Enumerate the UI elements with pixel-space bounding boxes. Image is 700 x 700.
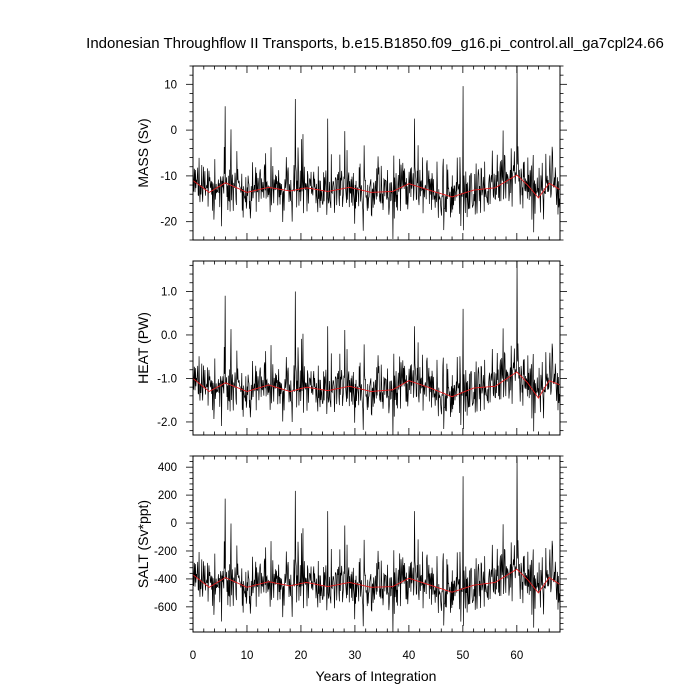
heat-y-tick-label: 0.0 <box>161 330 177 342</box>
salt-monthly-series-line <box>193 457 560 632</box>
mass-tick-layer: -20 -10 0 10 <box>160 65 567 241</box>
mass-monthly-series-line <box>193 66 560 239</box>
salt-x-tick-label: 30 <box>349 650 362 662</box>
heat-y-tick-label: -1.0 <box>157 373 177 385</box>
mass-y-tick-label: -10 <box>160 171 177 183</box>
salt-y-tick-label: -400 <box>154 574 177 586</box>
mass-y-tick-label: -20 <box>160 217 177 229</box>
salt-y-axis-label: SALT (Sv*ppt) <box>135 500 151 588</box>
salt-x-tick-label: 20 <box>295 650 308 662</box>
mass-series-layer <box>193 66 560 239</box>
heat-monthly-series-line <box>193 261 560 435</box>
salt-y-tick-label: 400 <box>158 462 177 474</box>
heat-y-axis-label: HEAT (PW) <box>135 312 151 384</box>
mass-y-tick-label: 10 <box>164 79 177 91</box>
heat-smoothed-series-line <box>193 371 560 399</box>
salt-series-layer <box>193 457 560 632</box>
salt-y-tick-label: 0 <box>171 518 177 530</box>
salt-x-tick-label: 40 <box>402 650 415 662</box>
heat-y-tick-label: 1.0 <box>161 286 177 298</box>
salt-x-tick-label: 50 <box>456 650 469 662</box>
mass-smoothed-series-line <box>193 174 560 199</box>
heat-series-layer <box>193 261 560 435</box>
salt-panel: 0 10 20 30 40 50 60 -600 -400 -200 0 200 400 SALT (S… <box>135 455 567 662</box>
salt-x-tick-label: 10 <box>241 650 254 662</box>
x-axis-label: Years of Integration <box>316 668 437 684</box>
salt-plot-frame <box>192 455 561 633</box>
mass-y-tick-label: 0 <box>171 125 177 137</box>
salt-smoothed-series-line <box>193 568 560 594</box>
salt-y-tick-label: -200 <box>154 546 177 558</box>
salt-y-tick-label: -600 <box>154 602 177 614</box>
salt-x-tick-label: 0 <box>190 650 196 662</box>
figure-title: Indonesian Throughflow II Transports, b.… <box>86 35 664 52</box>
mass-panel: -20 -10 0 10 MASS (Sv) <box>135 65 567 241</box>
salt-y-tick-label: 200 <box>158 490 177 502</box>
heat-plot-frame <box>192 260 561 436</box>
heat-y-tick-label: -2.0 <box>157 417 177 429</box>
heat-panel: -2.0 -1.0 0.0 1.0 HEAT (PW) <box>135 260 567 436</box>
mass-y-axis-label: MASS (Sv) <box>135 118 151 187</box>
salt-x-tick-label: 60 <box>510 650 523 662</box>
mass-plot-frame <box>192 65 561 241</box>
salt-tick-layer: 0 10 20 30 40 50 60 -600 -400 -200 0 200 400 <box>154 455 567 662</box>
